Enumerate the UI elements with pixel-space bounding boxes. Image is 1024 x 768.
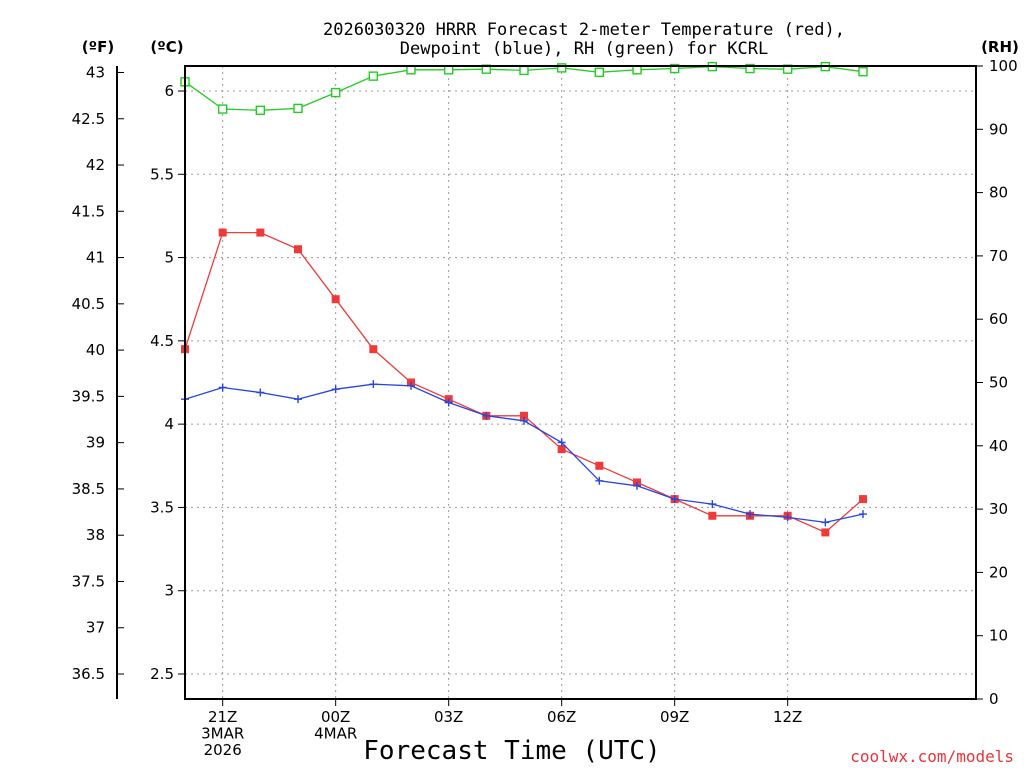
rh-tick-label: 60 (989, 310, 1008, 328)
dewpoint-point (294, 395, 302, 404)
fahrenheit-tick-label: 43 (86, 63, 105, 81)
dewpoint-point (407, 381, 415, 390)
dewpoint-point (633, 481, 641, 490)
fahrenheit-tick-label: 41.5 (72, 202, 105, 220)
plot-frame (184, 65, 977, 700)
x-tick-label: 09Z (660, 708, 689, 726)
grid-lines (185, 66, 976, 699)
x-tick-label: 00Z (321, 708, 350, 726)
dewpoint-point (859, 510, 867, 519)
x-tick-label: 06Z (547, 708, 576, 726)
fahrenheit-tick-label: 42.5 (72, 110, 105, 128)
dewpoint-point (369, 380, 378, 389)
temperature-line (184, 231, 864, 534)
rh-point (858, 66, 868, 77)
celsius-tick-label: 4.5 (150, 332, 174, 350)
rh-point (217, 104, 228, 114)
dewpoint-point (783, 513, 792, 522)
celsius-unit-label: (ºC) (150, 38, 183, 56)
fahrenheit-tick-label: 36.5 (72, 665, 105, 683)
rh-tick-label: 20 (989, 563, 1008, 581)
dewpoint-point (218, 383, 227, 392)
rh-point (519, 65, 529, 76)
x-tick-label: 03Z (434, 708, 463, 726)
rh-point (594, 67, 605, 78)
dewpoint-point (670, 495, 679, 504)
x-tick-label: 12Z (773, 708, 802, 726)
rh-point (293, 103, 303, 114)
fahrenheit-tick-label: 40.5 (72, 295, 105, 313)
fahrenheit-tick-label: 37 (86, 619, 105, 637)
rh-tick-label: 40 (989, 437, 1008, 455)
temperature-point (331, 295, 340, 304)
fahrenheit-tick-label: 37.5 (72, 572, 105, 590)
temperature-point (708, 511, 717, 520)
dewpoint-point (708, 500, 717, 509)
rh-tick-label: 0 (989, 690, 999, 708)
celsius-tick-label: 3.5 (150, 498, 174, 516)
dewpoint-point (746, 510, 754, 519)
temperature-point (859, 495, 867, 504)
dewpoint-point (444, 398, 453, 407)
data-series (180, 61, 868, 537)
temperature-point (520, 411, 528, 420)
rh-point (745, 63, 755, 74)
fahrenheit-tick-label: 41 (86, 249, 105, 267)
x-tick-label: 2026 (204, 741, 242, 759)
rh-series (180, 61, 868, 116)
temperature-point (557, 445, 566, 454)
fahrenheit-tick-label: 39 (86, 434, 105, 452)
x-tick-label: 3MAR (201, 725, 244, 743)
dewpoint-line (184, 383, 864, 524)
celsius-tick-label: 5.5 (150, 165, 174, 183)
fahrenheit-tick-label: 40 (86, 341, 105, 359)
dewpoint-point (595, 476, 604, 485)
credit-text: coolwx.com/models (850, 747, 1014, 766)
celsius-tick-label: 5 (164, 249, 174, 267)
fahrenheit-tick-label: 38 (86, 526, 105, 544)
dewpoint-point (821, 518, 830, 527)
dewpoint-point (256, 388, 265, 397)
x-tick-label: 21Z (208, 708, 237, 726)
temperature-point (256, 228, 265, 237)
chart-title-line2: Dewpoint (blue), RH (green) for KCRL (400, 39, 768, 59)
chart-title-line1: 2026030320 HRRR Forecast 2-meter Tempera… (323, 20, 845, 40)
rh-point (556, 63, 567, 73)
rh-tick-label: 10 (989, 627, 1008, 645)
celsius-tick-label: 2.5 (150, 665, 174, 683)
rh-tick-label: 80 (989, 184, 1008, 202)
dewpoint-point (520, 416, 528, 425)
x-tick-label: 4MAR (314, 725, 357, 743)
temperature-point (294, 245, 302, 254)
rh-point (255, 105, 266, 116)
rh-point (669, 63, 680, 74)
temperature-series (181, 228, 867, 537)
dewpoint-point (557, 438, 566, 447)
rh-tick-label: 90 (989, 120, 1008, 138)
rh-tick-label: 50 (989, 374, 1008, 392)
rh-point (368, 71, 379, 81)
celsius-tick-label: 6 (164, 82, 174, 100)
rh-unit-label: (RH) (981, 38, 1019, 56)
fahrenheit-tick-label: 38.5 (72, 480, 105, 498)
celsius-tick-label: 4 (164, 415, 174, 433)
temperature-point (218, 228, 227, 237)
rh-tick-label: 30 (989, 500, 1008, 518)
celsius-tick-label: 3 (164, 582, 174, 600)
rh-tick-label: 70 (989, 247, 1008, 265)
dewpoint-series (181, 380, 867, 527)
temperature-point (595, 461, 604, 470)
fahrenheit-tick-label: 39.5 (72, 387, 105, 405)
temperature-point (369, 345, 378, 354)
x-axis-title: Forecast Time (UTC) (363, 736, 660, 766)
fahrenheit-unit-label: (ºF) (82, 38, 114, 56)
dewpoint-point (331, 385, 340, 394)
temperature-point (821, 528, 830, 537)
rh-tick-label: 100 (989, 57, 1018, 75)
fahrenheit-tick-label: 42 (86, 156, 105, 174)
rh-point (330, 87, 341, 98)
dewpoint-point (482, 411, 491, 420)
